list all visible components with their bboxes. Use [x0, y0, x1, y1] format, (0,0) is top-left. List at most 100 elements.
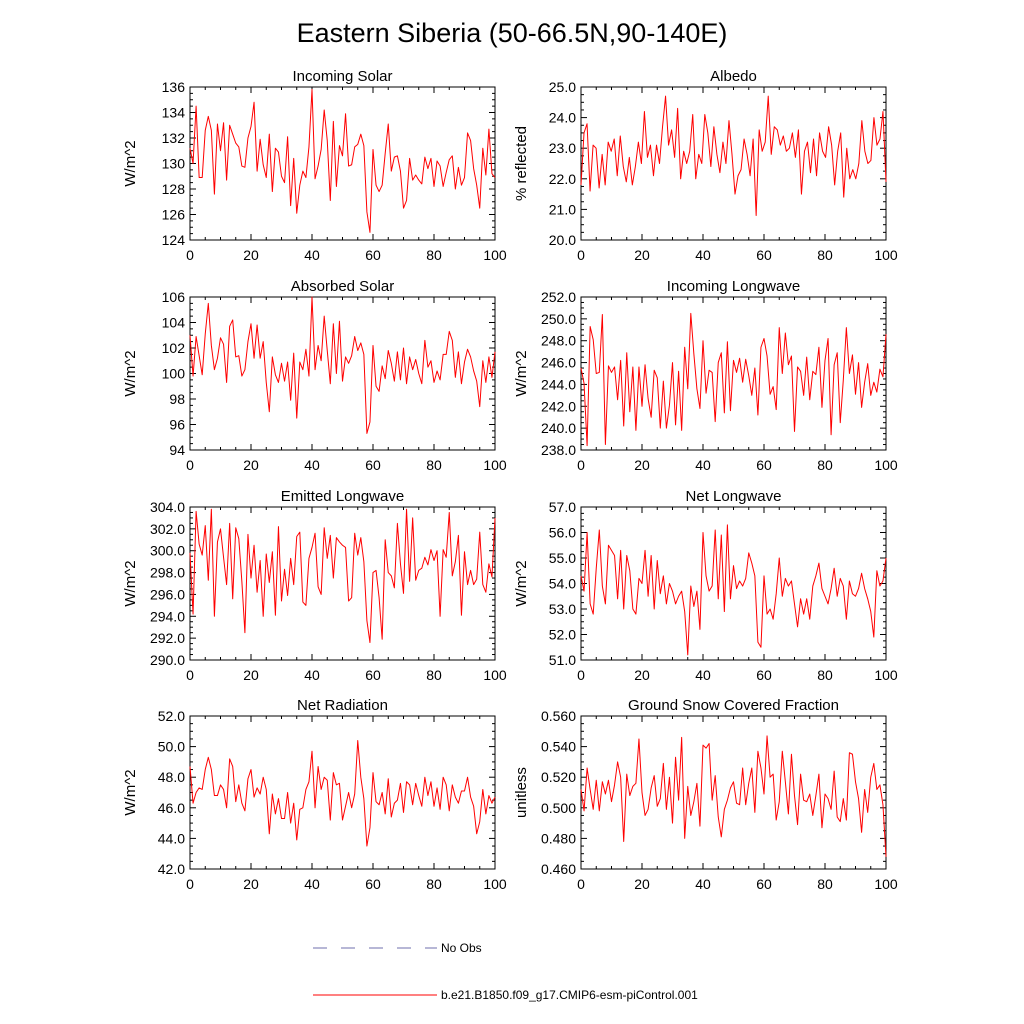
y-tick-label: 126 [162, 207, 186, 223]
x-tick-label: 40 [695, 457, 711, 473]
x-tick-label: 80 [817, 667, 833, 683]
y-tick-label: 50.0 [158, 739, 185, 755]
series-line [189, 296, 496, 434]
x-tick-label: 100 [483, 876, 507, 892]
y-tick-label: 238.0 [541, 442, 576, 458]
x-tick-label: 60 [756, 667, 772, 683]
plot-frame [189, 86, 496, 241]
x-tick-label: 20 [634, 247, 650, 263]
y-tick-label: 252.0 [541, 289, 576, 305]
panel-title: Emitted Longwave [281, 488, 404, 505]
x-tick-label: 40 [695, 876, 711, 892]
x-tick-label: 80 [817, 247, 833, 263]
series-line [580, 735, 887, 857]
x-tick-label: 40 [304, 876, 320, 892]
y-tick-label: 106 [162, 289, 186, 305]
y-tick-label: 55.0 [549, 550, 576, 566]
x-tick-label: 40 [304, 247, 320, 263]
y-tick-label: 248.0 [541, 333, 576, 349]
x-tick-label: 100 [874, 457, 898, 473]
x-tick-label: 0 [577, 457, 585, 473]
panel-title: Net Longwave [686, 488, 782, 505]
series-line [580, 95, 887, 217]
series-line [189, 508, 496, 644]
y-tick-label: 0.520 [541, 769, 576, 785]
y-tick-label: 292.0 [150, 630, 185, 646]
y-tick-label: 104 [162, 315, 186, 331]
panel-ground-snow-covered-fraction: 0 20 40 60 80 100 0.460 0.480 0.500 0.520 0.540 0.5… [513, 697, 898, 892]
y-tick-label: 0.480 [541, 830, 576, 846]
panel-title: Incoming Longwave [667, 278, 800, 295]
panel-incoming-solar: 0 20 40 60 80 100 124 126 128 130 132 134 136 Incomin… [122, 68, 507, 263]
figure-title: Eastern Siberia (50-66.5N,90-140E) [297, 18, 728, 48]
y-tick-label: 51.0 [549, 652, 576, 668]
x-tick-label: 20 [243, 667, 259, 683]
panel-grid: 0 20 40 60 80 100 124 126 128 130 132 134 136 Incomin… [122, 68, 898, 892]
y-tick-label: 294.0 [150, 608, 185, 624]
y-tick-label: 302.0 [150, 521, 185, 537]
panel-net-radiation: 0 20 40 60 80 100 42.0 44.0 46.0 48.0 50.0 52.0 Net … [122, 697, 507, 892]
x-tick-label: 40 [695, 667, 711, 683]
series-line [189, 739, 496, 847]
x-tick-label: 0 [186, 457, 194, 473]
y-tick-label: 124 [162, 232, 186, 248]
plot-frame [580, 86, 887, 241]
y-tick-label: 21.0 [549, 201, 576, 217]
y-tick-label: 134 [162, 105, 186, 121]
y-tick-label: 300.0 [150, 543, 185, 559]
x-tick-label: 60 [365, 457, 381, 473]
y-tick-label: 0.540 [541, 739, 576, 755]
y-tick-label: 290.0 [150, 652, 185, 668]
plot-frame [580, 296, 887, 451]
y-tick-label: 136 [162, 79, 186, 95]
x-tick-label: 20 [634, 876, 650, 892]
y-tick-label: 57.0 [549, 499, 576, 515]
y-tick-label: 132 [162, 130, 186, 146]
x-tick-label: 80 [426, 876, 442, 892]
y-tick-label: 244.0 [541, 376, 576, 392]
panel-absorbed-solar: 0 20 40 60 80 100 94 96 98 100 102 104 106 Absorbed S… [122, 278, 507, 473]
y-tick-label: 242.0 [541, 398, 576, 414]
x-tick-label: 40 [695, 247, 711, 263]
legend: No Obs b.e21.B1850.f09_g17.CMIP6-esm-piC… [313, 941, 698, 1002]
y-tick-label: 102 [162, 340, 186, 356]
y-tick-label: 52.0 [549, 627, 576, 643]
x-tick-label: 40 [304, 667, 320, 683]
x-tick-label: 60 [365, 247, 381, 263]
panel-incoming-longwave: 0 20 40 60 80 100 238.0 240.0 242.0 244.0 246.0 248… [513, 278, 898, 473]
x-tick-label: 100 [874, 667, 898, 683]
series-line [189, 89, 496, 233]
y-tick-label: 128 [162, 181, 186, 197]
x-tick-label: 0 [577, 876, 585, 892]
x-tick-label: 20 [634, 667, 650, 683]
y-tick-label: 0.560 [541, 708, 576, 724]
series-line [580, 312, 887, 447]
x-tick-label: 60 [365, 667, 381, 683]
x-tick-label: 60 [756, 457, 772, 473]
x-tick-label: 60 [756, 247, 772, 263]
y-axis-label: W/m^2 [122, 560, 139, 606]
y-tick-label: 52.0 [158, 708, 185, 724]
y-tick-label: 94 [169, 442, 185, 458]
x-tick-label: 0 [577, 247, 585, 263]
x-tick-label: 80 [817, 876, 833, 892]
y-tick-label: 250.0 [541, 311, 576, 327]
y-axis-label: W/m^2 [513, 560, 530, 606]
y-tick-label: 296.0 [150, 586, 185, 602]
y-tick-label: 98 [169, 391, 185, 407]
y-axis-label: W/m^2 [122, 769, 139, 815]
y-tick-label: 53.0 [549, 601, 576, 617]
y-tick-label: 22.0 [549, 171, 576, 187]
y-tick-label: 130 [162, 156, 186, 172]
x-tick-label: 40 [304, 457, 320, 473]
y-tick-label: 24.0 [549, 110, 576, 126]
legend-no-obs-label: No Obs [441, 941, 482, 955]
x-tick-label: 20 [243, 457, 259, 473]
plot-frame [580, 715, 887, 870]
y-tick-label: 20.0 [549, 232, 576, 248]
y-axis-label: W/m^2 [122, 350, 139, 396]
x-tick-label: 80 [426, 667, 442, 683]
plot-frame [580, 506, 887, 661]
panel-net-longwave: 0 20 40 60 80 100 51.0 52.0 53.0 54.0 55.0 56.0 57.0… [513, 488, 898, 683]
